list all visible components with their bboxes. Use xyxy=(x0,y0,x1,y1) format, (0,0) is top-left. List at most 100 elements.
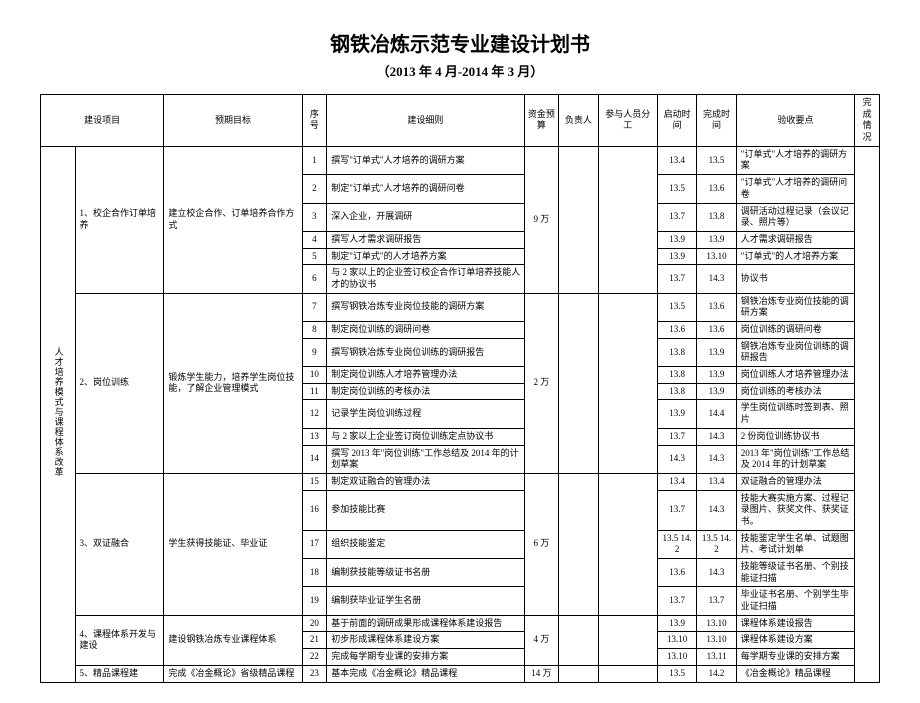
end-cell: 14.3 xyxy=(697,559,736,587)
end-cell: 14.3 xyxy=(697,490,736,530)
checkpoint-cell: 人才需求调研报告 xyxy=(736,231,854,248)
end-cell: 13.6 xyxy=(697,322,736,339)
seq-cell: 7 xyxy=(302,293,327,321)
detail-cell: 制定岗位训练人才培养管理办法 xyxy=(327,367,524,384)
detail-cell: 编制获毕业证学生名册 xyxy=(327,587,524,615)
seq-cell: 21 xyxy=(302,632,327,649)
detail-cell: 撰写钢铁冶炼专业岗位训练的调研报告 xyxy=(327,338,524,366)
goal-cell: 完成《冶金概论》省级精品课程 xyxy=(164,665,302,682)
detail-cell: 制定岗位训练的调研问卷 xyxy=(327,322,524,339)
subproject-cell: 2、岗位训练 xyxy=(75,293,164,473)
seq-cell: 3 xyxy=(302,203,327,231)
seq-cell: 23 xyxy=(302,665,327,682)
budget-cell: 4 万 xyxy=(524,615,559,665)
checkpoint-cell: 技能大赛实施方案、过程记录图片、获奖文件、获奖证书。 xyxy=(736,490,854,530)
start-cell: 13.9 xyxy=(657,248,696,265)
start-cell: 13.8 xyxy=(657,367,696,384)
detail-cell: 基于前面的调研成果形成课程体系建设报告 xyxy=(327,615,524,632)
checkpoint-cell: 毕业证书名册、个别学生毕业证扫描 xyxy=(736,587,854,615)
start-cell: 13.5 xyxy=(657,293,696,321)
goal-cell: 建设钢铁冶炼专业课程体系 xyxy=(164,615,302,665)
end-cell: 13.10 xyxy=(697,632,736,649)
start-cell: 13.9 xyxy=(657,615,696,632)
seq-cell: 4 xyxy=(302,231,327,248)
seq-cell: 8 xyxy=(302,322,327,339)
project-cell: 人才培养模式与课程体系改革 xyxy=(41,146,76,682)
detail-cell: 撰写钢铁冶炼专业岗位技能的调研方案 xyxy=(327,293,524,321)
start-cell: 13.4 xyxy=(657,473,696,490)
seq-cell: 22 xyxy=(302,649,327,666)
staff-cell xyxy=(598,615,657,665)
detail-cell: 深入企业，开展调研 xyxy=(327,203,524,231)
staff-cell xyxy=(598,293,657,473)
seq-cell: 17 xyxy=(302,530,327,558)
goal-cell: 建立校企合作、订单培养合作方式 xyxy=(164,146,302,293)
plan-table: 建设项目 预期目标 序号 建设细则 资金预算 负责人 参与人员分工 启动时间 完… xyxy=(40,94,880,683)
budget-cell: 2 万 xyxy=(524,293,559,473)
table-row: 4、课程体系开发与建设建设钢铁冶炼专业课程体系20基于前面的调研成果形成课程体系… xyxy=(41,615,880,632)
end-cell: 14.2 xyxy=(697,665,736,682)
seq-cell: 18 xyxy=(302,559,327,587)
detail-cell: 编制获技能等级证书名册 xyxy=(327,559,524,587)
detail-cell: 基本完成《冶金概论》精品课程 xyxy=(327,665,524,682)
checkpoint-cell: 调研活动过程记录（会议记录、照片等） xyxy=(736,203,854,231)
end-cell: 13.10 xyxy=(697,615,736,632)
checkpoint-cell: 2 份岗位训练协议书 xyxy=(736,428,854,445)
start-cell: 13.5 xyxy=(657,175,696,203)
budget-cell: 14 万 xyxy=(524,665,559,682)
detail-cell: 制定"订单式"的人才培养方案 xyxy=(327,248,524,265)
checkpoint-cell: 《冶金概论》精品课程 xyxy=(736,665,854,682)
end-cell: 13.9 xyxy=(697,231,736,248)
responsible-cell xyxy=(559,146,598,293)
h-end: 完成时间 xyxy=(697,95,736,147)
start-cell: 13.7 xyxy=(657,203,696,231)
checkpoint-cell: 课程体系建设报告 xyxy=(736,615,854,632)
detail-cell: 撰写人才需求调研报告 xyxy=(327,231,524,248)
h-staff: 参与人员分工 xyxy=(598,95,657,147)
h-detail: 建设细则 xyxy=(327,95,524,147)
staff-cell xyxy=(598,146,657,293)
end-cell: 14.4 xyxy=(697,400,736,428)
detail-cell: 撰写"订单式"人才培养的调研方案 xyxy=(327,146,524,174)
detail-cell: 制定双证融合的管理办法 xyxy=(327,473,524,490)
h-status: 完成情况 xyxy=(855,95,880,147)
start-cell: 13.6 xyxy=(657,559,696,587)
goal-cell: 锻炼学生能力，培养学生岗位技能，了解企业管理模式 xyxy=(164,293,302,473)
end-cell: 13.7 xyxy=(697,587,736,615)
checkpoint-cell: 学生岗位训练时签到表、照片 xyxy=(736,400,854,428)
end-cell: 13.8 xyxy=(697,203,736,231)
seq-cell: 9 xyxy=(302,338,327,366)
detail-cell: 与 2 家以上的企业签订校企合作订单培养技能人才的协议书 xyxy=(327,265,524,293)
detail-cell: 撰写 2013 年"岗位训练"工作总结及 2014 年的计划草案 xyxy=(327,445,524,473)
start-cell: 14.3 xyxy=(657,445,696,473)
end-cell: 13.9 xyxy=(697,338,736,366)
h-budget: 资金预算 xyxy=(524,95,559,147)
subproject-cell: 3、双证融合 xyxy=(75,473,164,615)
checkpoint-cell: "订单式"的人才培养方案 xyxy=(736,248,854,265)
seq-cell: 5 xyxy=(302,248,327,265)
checkpoint-cell: 岗位训练的考核办法 xyxy=(736,383,854,400)
header-row: 建设项目 预期目标 序号 建设细则 资金预算 负责人 参与人员分工 启动时间 完… xyxy=(41,95,880,147)
start-cell: 13.10 xyxy=(657,649,696,666)
start-cell: 13.7 xyxy=(657,490,696,530)
seq-cell: 11 xyxy=(302,383,327,400)
page-subtitle: （2013 年 4 月-2014 年 3 月） xyxy=(40,61,880,80)
checkpoint-cell: 技能鉴定学生名单、试题图片、考试计划单 xyxy=(736,530,854,558)
checkpoint-cell: 技能等级证书名册、个别技能证扫描 xyxy=(736,559,854,587)
end-cell: 14.3 xyxy=(697,265,736,293)
status-cell xyxy=(855,146,880,682)
goal-cell: 学生获得技能证、毕业证 xyxy=(164,473,302,615)
subproject-cell: 5、精品课程建 xyxy=(75,665,164,682)
seq-cell: 2 xyxy=(302,175,327,203)
table-row: 5、精品课程建完成《冶金概论》省级精品课程23基本完成《冶金概论》精品课程14 … xyxy=(41,665,880,682)
checkpoint-cell: 钢铁冶炼专业岗位技能的调研方案 xyxy=(736,293,854,321)
detail-cell: 与 2 家以上企业签订岗位训练定点协议书 xyxy=(327,428,524,445)
end-cell: 13.9 xyxy=(697,383,736,400)
checkpoint-cell: 2013 年"岗位训练"工作总结及 2014 年的计划草案 xyxy=(736,445,854,473)
end-cell: 13.5 xyxy=(697,146,736,174)
staff-cell xyxy=(598,665,657,682)
table-row: 3、双证融合学生获得技能证、毕业证15制定双证融合的管理办法6 万13.413.… xyxy=(41,473,880,490)
end-cell: 13.4 xyxy=(697,473,736,490)
checkpoint-cell: 每学期专业课的安排方案 xyxy=(736,649,854,666)
seq-cell: 10 xyxy=(302,367,327,384)
